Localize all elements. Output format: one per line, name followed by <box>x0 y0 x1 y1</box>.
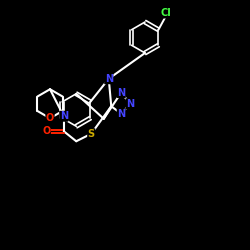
Text: O: O <box>46 113 54 123</box>
Text: N: N <box>105 74 113 84</box>
Text: N: N <box>60 111 68 121</box>
Text: S: S <box>88 129 95 139</box>
Text: N: N <box>126 99 134 109</box>
Text: Cl: Cl <box>160 8 171 18</box>
Text: O: O <box>42 126 50 136</box>
Text: N: N <box>117 109 125 119</box>
Text: N: N <box>117 88 125 98</box>
